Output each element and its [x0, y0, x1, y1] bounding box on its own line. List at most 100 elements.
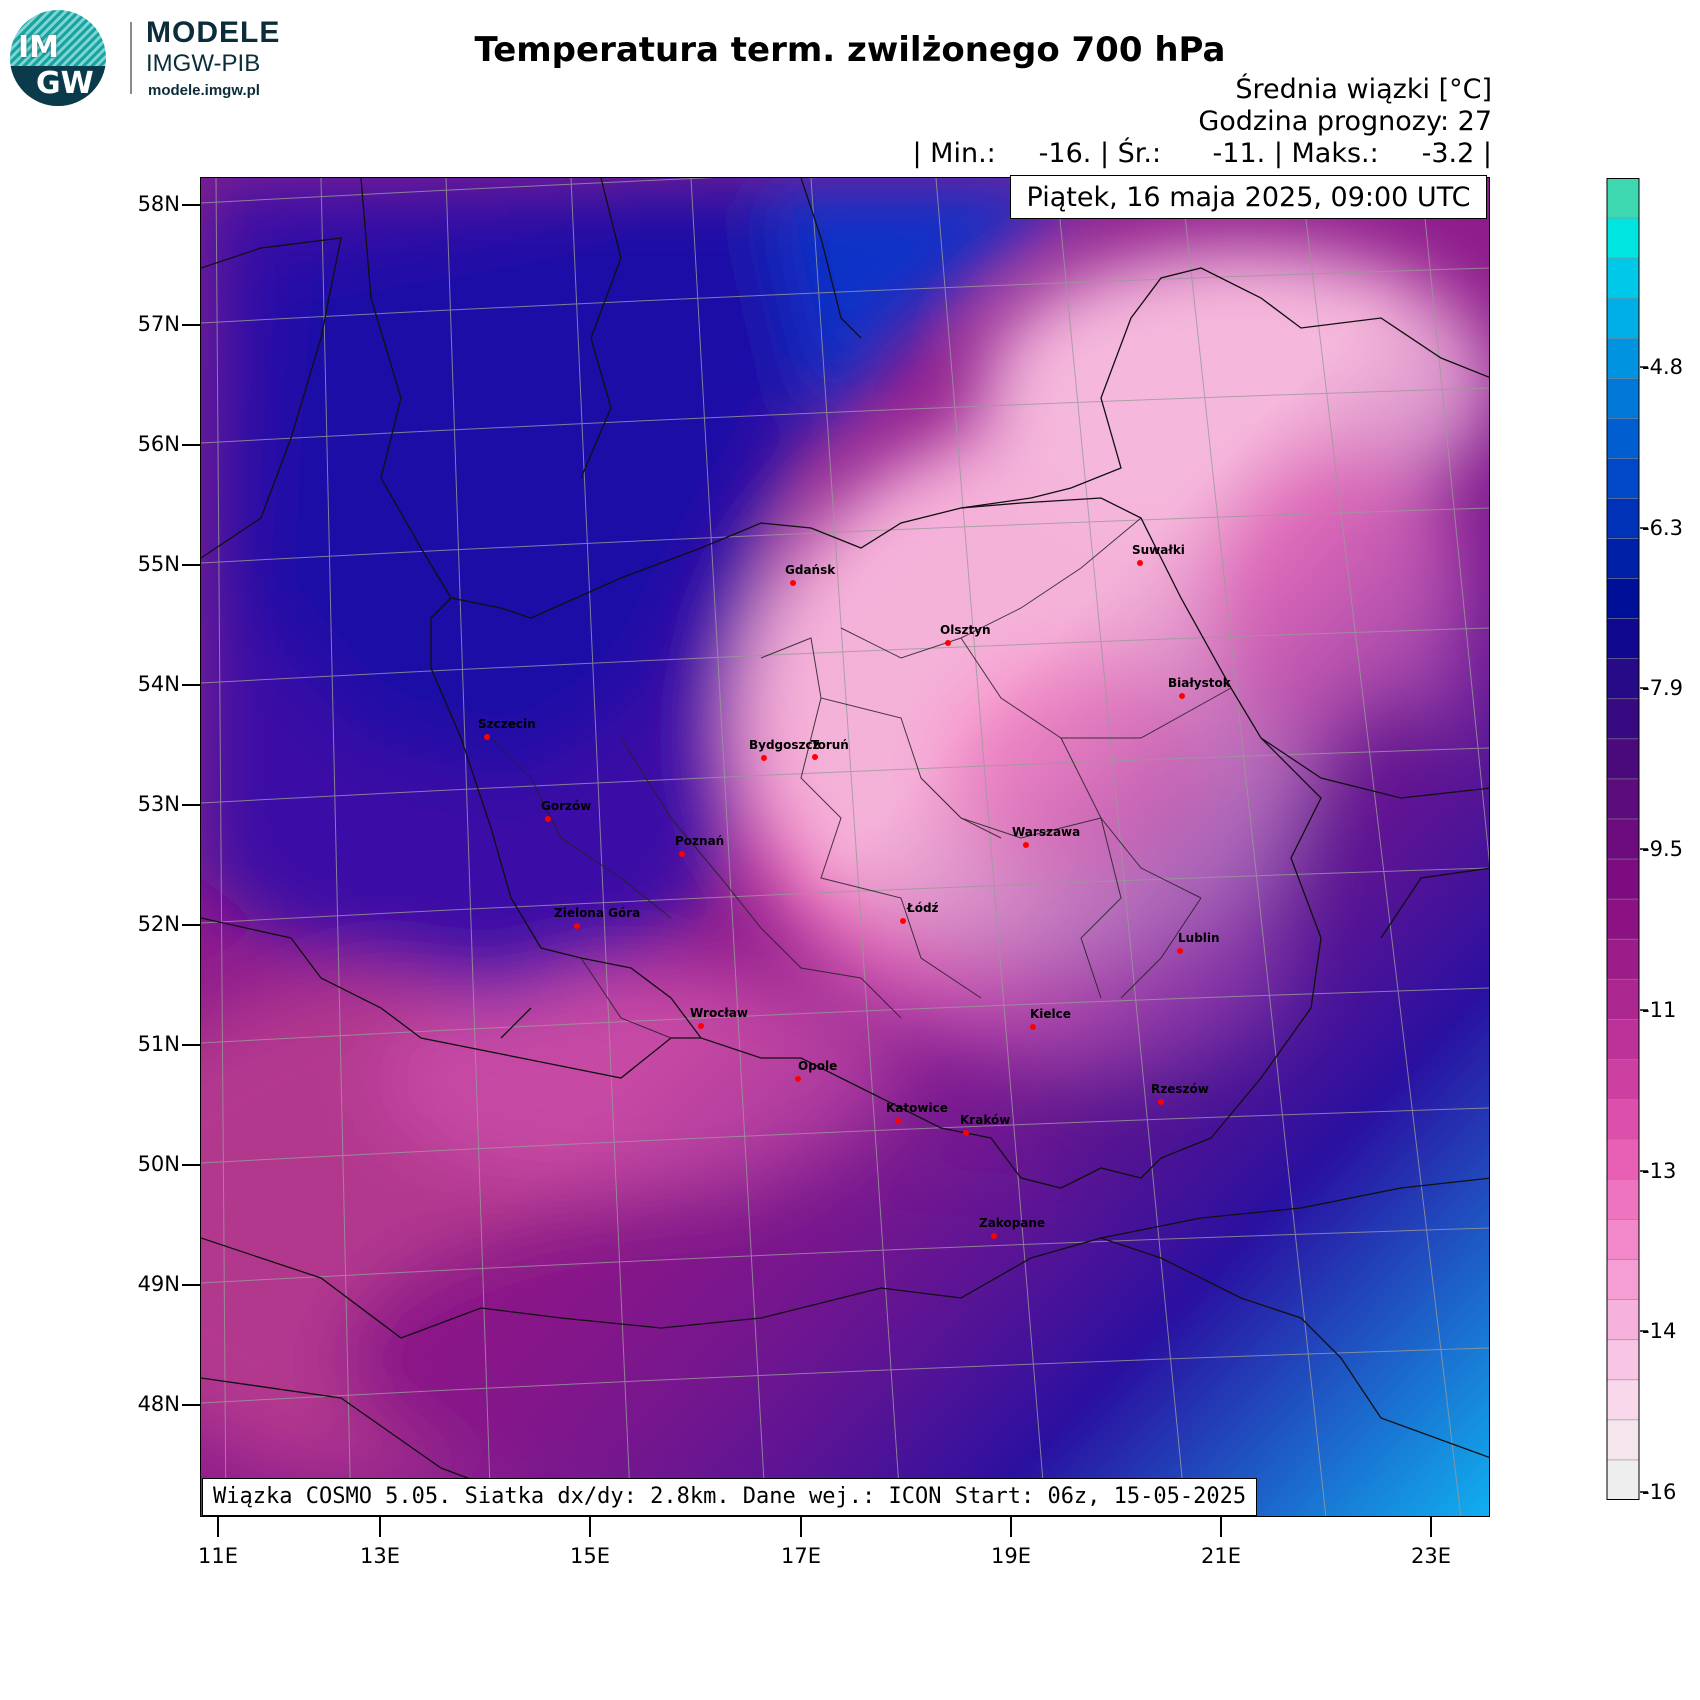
imgw-logo: IM GW: [10, 10, 106, 106]
colorbar-swatch: [1606, 1139, 1640, 1181]
city-kielce[interactable]: Kielce: [1030, 1007, 1071, 1030]
forecast-hour: Godzina prognozy: 27: [1198, 106, 1492, 137]
city-label: Wrocław: [690, 1006, 748, 1020]
colorbar-label: -4.8: [1642, 355, 1683, 379]
city-zakopane[interactable]: Zakopane: [979, 1216, 1045, 1239]
city-katowice[interactable]: Katowice: [886, 1101, 948, 1124]
blue-corner: [201, 178, 1489, 1516]
colorbar-label: -14: [1642, 1319, 1677, 1343]
colorbar-swatch: [1606, 658, 1640, 700]
colorbar-swatch: [1606, 858, 1640, 900]
lat-label: 49N: [137, 1272, 180, 1296]
city-label: Gorzów: [541, 799, 591, 813]
lon-label: 23E: [1411, 1544, 1451, 1568]
city-label: Lublin: [1178, 931, 1220, 945]
colorbar-swatch: [1606, 698, 1640, 740]
city-label: Kraków: [960, 1113, 1010, 1127]
colorbar-swatch: [1606, 458, 1640, 500]
colorbar-swatch: [1606, 578, 1640, 620]
colorbar-swatch: [1606, 618, 1640, 660]
city-markers: Gdańsk Suwałki Olsztyn Białystok Szczeci…: [478, 543, 1232, 1239]
city-label: Olsztyn: [940, 623, 991, 637]
city-label: Toruń: [811, 738, 849, 752]
borders: [201, 178, 1489, 1499]
city-lodz[interactable]: Łódź: [900, 901, 939, 924]
city-bialystok[interactable]: Białystok: [1168, 676, 1232, 699]
colorbar-swatch: [1606, 498, 1640, 540]
colorbar-swatch: [1606, 217, 1640, 259]
colorbar-outline: [1606, 178, 1640, 1500]
lat-label: 48N: [137, 1392, 180, 1416]
lat-label: 53N: [137, 792, 180, 816]
colorbar-swatch: [1606, 257, 1640, 299]
valid-date: Piątek, 16 maja 2025, 09:00 UTC: [1026, 181, 1471, 213]
city-label: Białystok: [1168, 676, 1232, 690]
logo-letters-top: IM: [18, 30, 60, 65]
colorbar-swatch: [1606, 898, 1640, 940]
city-gorzow[interactable]: Gorzów: [541, 799, 591, 822]
city-olsztyn[interactable]: Olsztyn: [940, 623, 991, 646]
valid-date-box: Piątek, 16 maja 2025, 09:00 UTC: [1010, 175, 1487, 219]
colorbar-swatch: [1606, 1099, 1640, 1141]
colorbar-swatch: [1606, 938, 1640, 981]
chart-subtitle: Średnia wiązki [°C]: [1235, 74, 1492, 105]
chart-title: Temperatura term. zwilżonego 700 hPa: [474, 30, 1226, 70]
graticule: [201, 178, 1489, 1516]
lat-label: 57N: [137, 312, 180, 336]
colorbar-swatches: [1606, 178, 1640, 1500]
colorbar-label: -11: [1642, 998, 1677, 1022]
lat-label: 50N: [137, 1152, 180, 1176]
colorbar-swatch: [1606, 538, 1640, 580]
city-label: Łódź: [906, 901, 939, 915]
lon-label: 21E: [1201, 1544, 1241, 1568]
colorbar-swatch: [1606, 1379, 1640, 1421]
city-wroclaw[interactable]: Wrocław: [690, 1006, 748, 1029]
colorbar-swatch: [1606, 337, 1640, 380]
city-label: Katowice: [886, 1101, 948, 1115]
lon-label: 19E: [991, 1544, 1031, 1568]
lat-label: 58N: [137, 192, 180, 216]
map-svg: Gdańsk Suwałki Olsztyn Białystok Szczeci…: [201, 178, 1489, 1516]
colorbar-swatch: [1606, 178, 1640, 219]
city-szczecin[interactable]: Szczecin: [478, 717, 536, 740]
city-label: Warszawa: [1012, 825, 1080, 839]
city-rzeszow[interactable]: Rzeszów: [1151, 1082, 1209, 1105]
lat-label: 55N: [137, 552, 180, 576]
stats-line: | Min.: -16. | Śr.: -11. | Maks.: -3.2 |: [912, 138, 1493, 169]
city-zielona-gora[interactable]: Zielona Góra: [554, 906, 640, 929]
city-gdansk[interactable]: Gdańsk: [785, 563, 836, 586]
lat-label: 52N: [137, 912, 180, 936]
colorbar-swatch: [1606, 378, 1640, 420]
city-label: Poznań: [675, 834, 724, 848]
city-label: Rzeszów: [1151, 1082, 1209, 1096]
city-label: Zielona Góra: [554, 906, 640, 920]
colorbar-swatch: [1606, 1219, 1640, 1261]
logo-divider: [130, 22, 132, 94]
city-poznan[interactable]: Poznań: [675, 834, 724, 857]
lat-label: 54N: [137, 672, 180, 696]
colorbar-swatch: [1606, 1059, 1640, 1101]
colorbar-label: -16: [1642, 1480, 1677, 1504]
colorbar-label: -13: [1642, 1159, 1677, 1183]
city-krakow[interactable]: Kraków: [960, 1113, 1010, 1136]
city-suwalki[interactable]: Suwałki: [1132, 543, 1185, 566]
city-bydgoszcz[interactable]: Bydgoszcz: [749, 738, 820, 761]
city-label: Gdańsk: [785, 563, 836, 577]
logo-org: IMGW-PIB: [146, 50, 261, 77]
model-run-info: Wiązka COSMO 5.05. Siatka dx/dy: 2.8km. …: [202, 1478, 1258, 1516]
city-opole[interactable]: Opole: [795, 1059, 837, 1082]
city-lublin[interactable]: Lublin: [1177, 931, 1220, 954]
colorbar-swatch: [1606, 778, 1640, 820]
city-torun[interactable]: Toruń: [811, 738, 849, 760]
colorbar-swatch: [1606, 1179, 1640, 1221]
city-label: Kielce: [1030, 1007, 1071, 1021]
city-label: Opole: [798, 1059, 837, 1073]
map-area[interactable]: Gdańsk Suwałki Olsztyn Białystok Szczeci…: [200, 177, 1490, 1517]
colorbar-swatch: [1606, 1459, 1640, 1500]
city-label: Suwałki: [1132, 543, 1185, 557]
lon-label: 11E: [198, 1544, 238, 1568]
logo-brand: MODELE: [146, 16, 281, 49]
city-warszawa[interactable]: Warszawa: [1012, 825, 1080, 848]
colorbar-label: -9.5: [1642, 837, 1683, 861]
logo-url[interactable]: modele.imgw.pl: [148, 82, 260, 99]
